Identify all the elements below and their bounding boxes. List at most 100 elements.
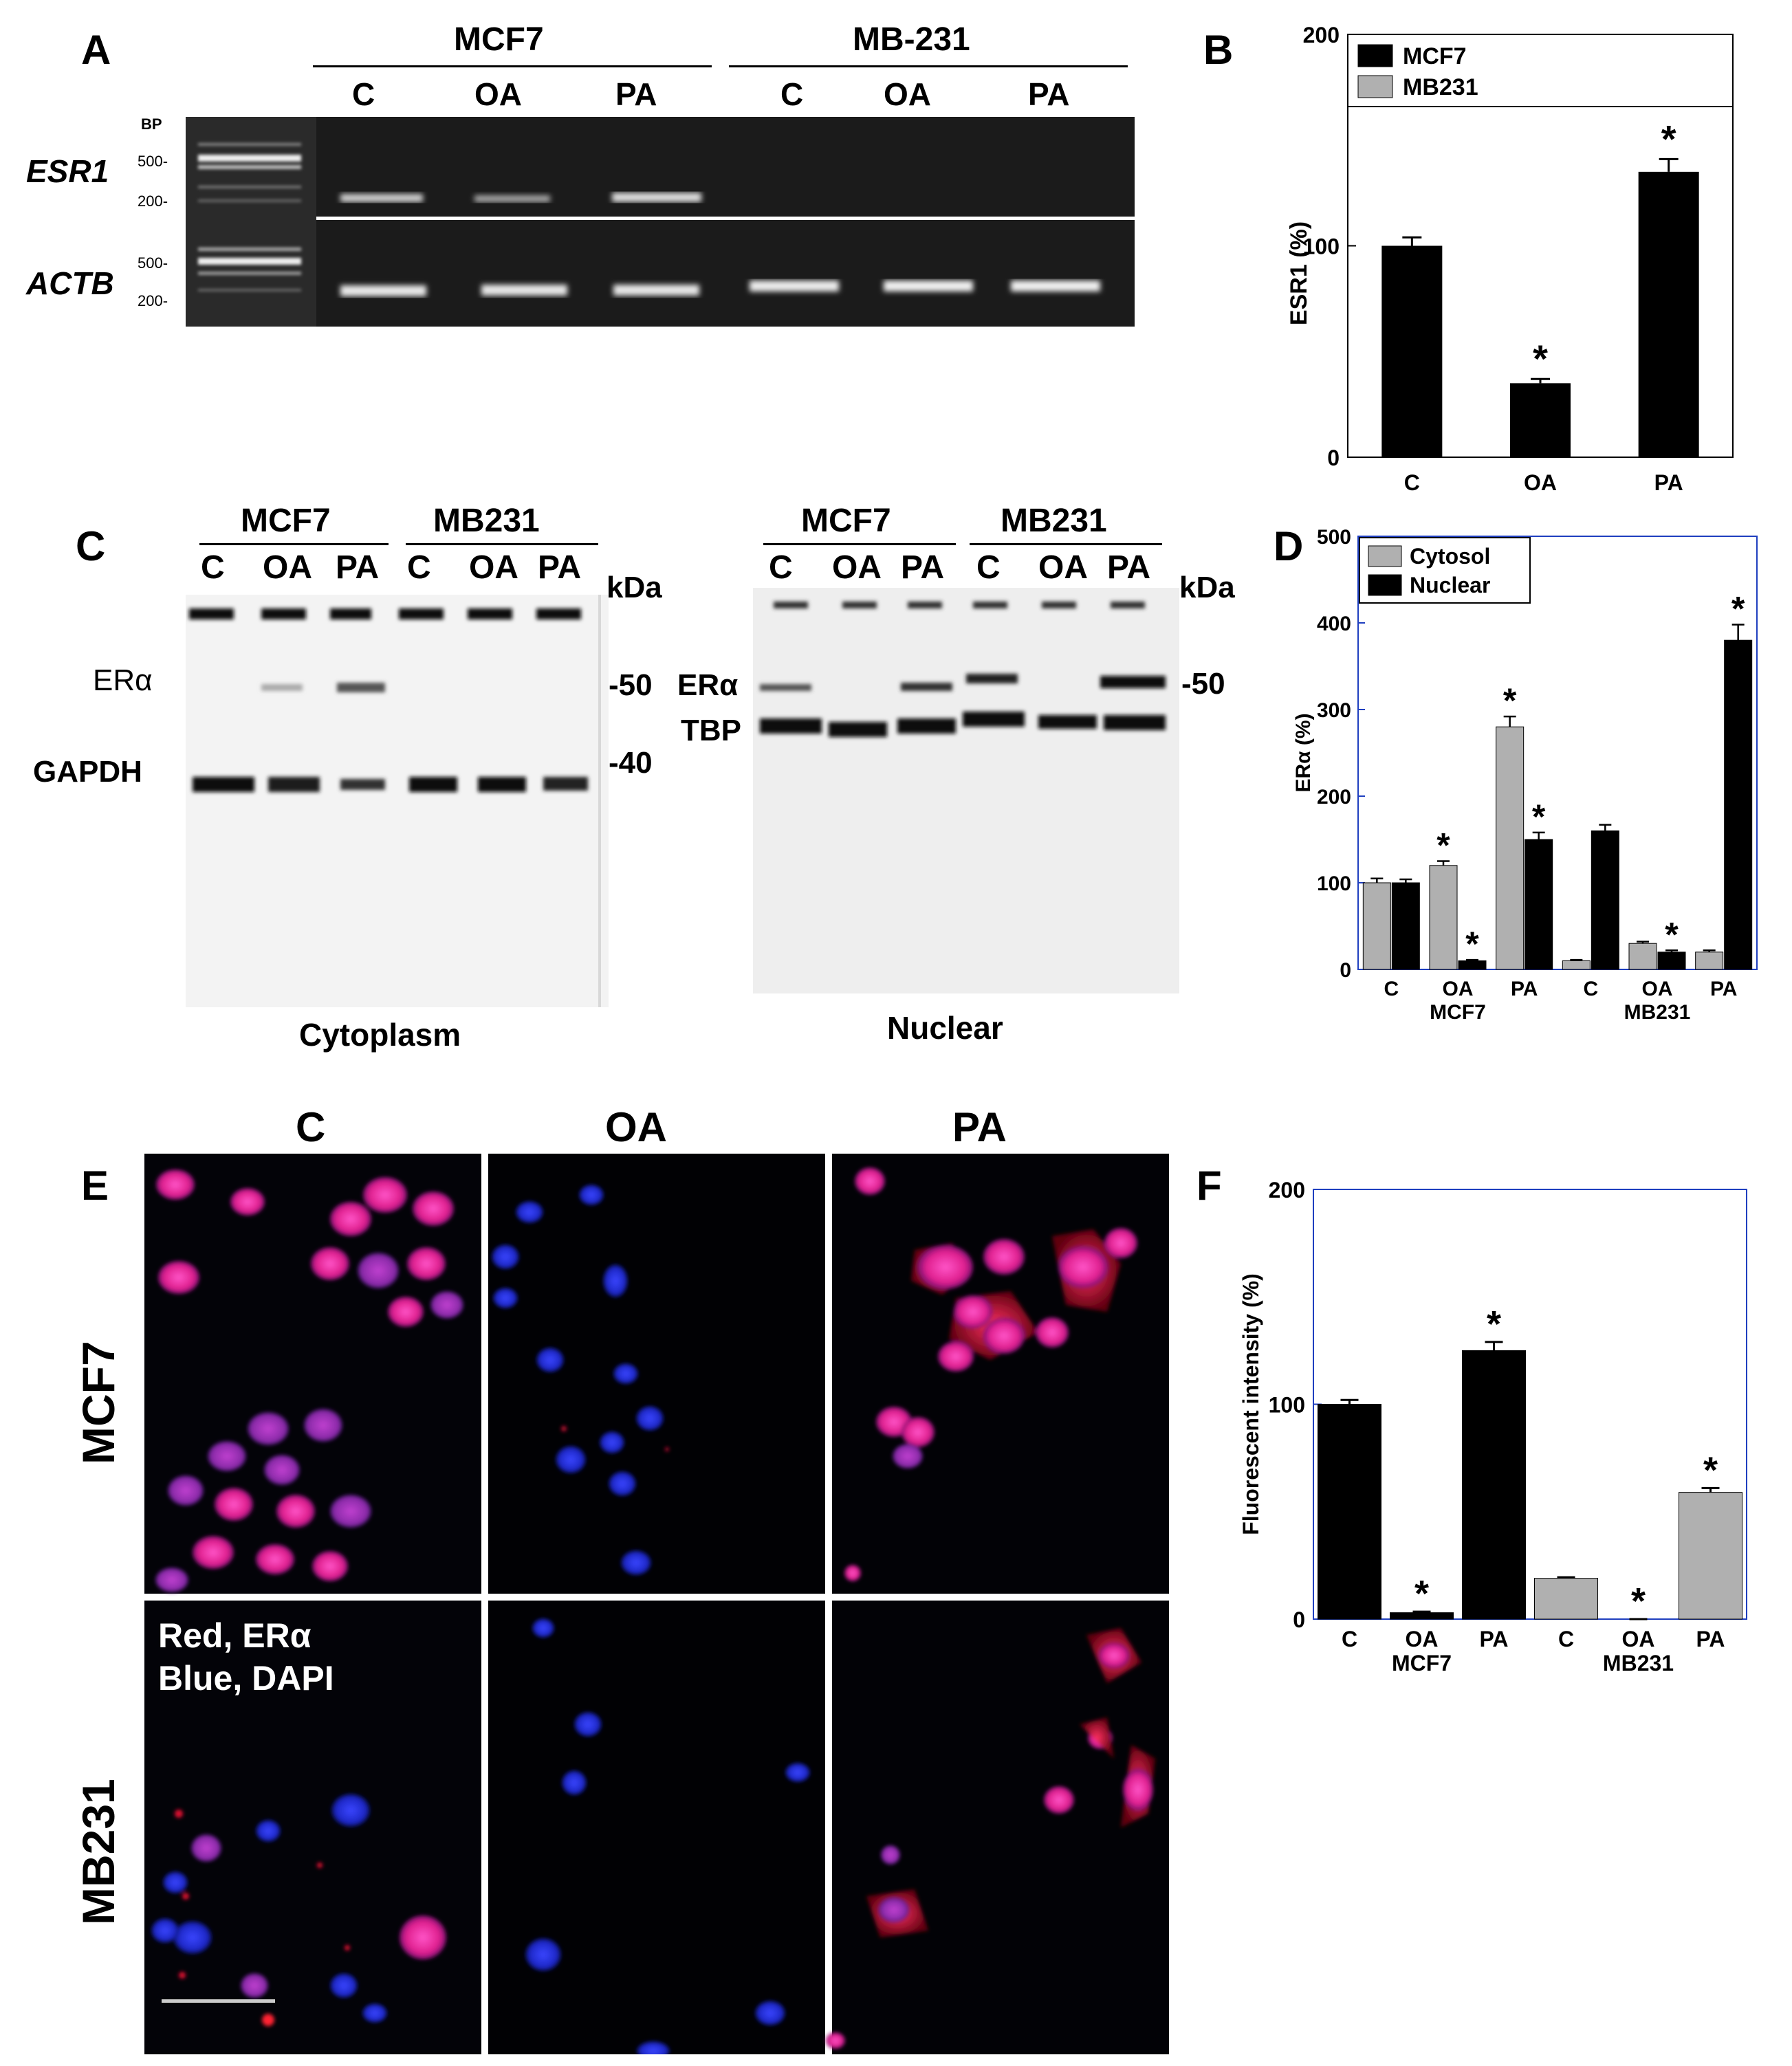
blot-group-mcf7: MCF7 bbox=[801, 503, 891, 539]
group-underline bbox=[313, 65, 712, 67]
x-tick-label: C bbox=[1384, 978, 1399, 1000]
lane-label: OA bbox=[469, 549, 518, 586]
y-tick-label: 0 bbox=[1293, 1607, 1305, 1632]
bar bbox=[1362, 882, 1391, 970]
y-axis-label: ERα (%) bbox=[1292, 713, 1315, 792]
row-label-mcf7: MCF7 bbox=[73, 1341, 124, 1464]
marker-50: -50 bbox=[1181, 667, 1225, 701]
gene-label-actb: ACTB bbox=[26, 265, 114, 301]
legend-label: Nuclear bbox=[1410, 573, 1490, 597]
y-tick-label: 100 bbox=[1269, 1393, 1305, 1418]
panel-c: MCF7 MB231 C OA PA C OA PA kDa ERα GAPDH… bbox=[0, 495, 1272, 1066]
lane-label: C bbox=[352, 76, 375, 112]
band-label-gapdh: GAPDH bbox=[33, 755, 142, 789]
ladder-mark: 500- bbox=[138, 153, 168, 170]
micrograph-grid bbox=[144, 1154, 1169, 2054]
legend-label: MB231 bbox=[1403, 74, 1478, 100]
band-label-era: ERα bbox=[93, 663, 153, 697]
lane-label: PA bbox=[615, 76, 657, 112]
x-tick-label: C bbox=[1583, 978, 1598, 1000]
y-tick-label: 0 bbox=[1327, 446, 1340, 470]
legend-label: MCF7 bbox=[1403, 43, 1467, 69]
group-underline bbox=[406, 543, 598, 545]
chart-b: 0 100 200 ESR1 (%) C * OA * PA MCF7 MB231 bbox=[1286, 23, 1734, 495]
x-tick-label: OA bbox=[1622, 1627, 1655, 1651]
band-label-era: ERα bbox=[677, 668, 739, 702]
y-tick-label: 400 bbox=[1317, 613, 1351, 635]
panel-letter-d: D bbox=[1274, 523, 1304, 569]
significance-mark: * bbox=[1665, 915, 1679, 954]
group-label: MB231 bbox=[1624, 1001, 1691, 1024]
blot-group-mcf7: MCF7 bbox=[241, 503, 331, 539]
y-tick-label: 200 bbox=[1269, 1178, 1305, 1202]
panel-e: C OA PA MCF7 MB231 bbox=[0, 1093, 1197, 2063]
blot-group-mb231: MB231 bbox=[1001, 503, 1107, 539]
lane-label: OA bbox=[1038, 549, 1088, 586]
significance-mark: * bbox=[1465, 925, 1479, 963]
lane-label: C bbox=[780, 76, 804, 112]
row-label-mb231: MB231 bbox=[73, 1779, 124, 1925]
bar bbox=[1638, 171, 1699, 457]
x-tick-label: C bbox=[1342, 1627, 1357, 1651]
significance-mark: * bbox=[1414, 1573, 1429, 1614]
kda-label: kDa bbox=[1179, 571, 1235, 604]
bar bbox=[1534, 1578, 1598, 1620]
lane-label: C bbox=[976, 549, 1001, 586]
blot-nuclear bbox=[753, 588, 1179, 993]
legend-swatch bbox=[1368, 574, 1402, 596]
ladder-mark: 200- bbox=[138, 193, 168, 210]
y-tick-label: 500 bbox=[1317, 526, 1351, 549]
x-tick-label: OA bbox=[1524, 470, 1557, 495]
lane-label: PA bbox=[336, 549, 380, 586]
significance-mark: * bbox=[1436, 826, 1450, 865]
y-tick-label: 100 bbox=[1303, 234, 1340, 259]
panel-letter-b: B bbox=[1203, 27, 1234, 73]
marker-40: -40 bbox=[609, 746, 653, 780]
panel-a: MCF7 MB-231 C OA PA C OA PA BP 500- 200-… bbox=[0, 0, 1169, 344]
lane-label: PA bbox=[1028, 76, 1070, 112]
legend-label: Cytosol bbox=[1410, 544, 1490, 569]
column-label-pa: PA bbox=[952, 1104, 1007, 1150]
bar bbox=[1562, 960, 1591, 970]
x-tick-label: PA bbox=[1710, 978, 1737, 1000]
lane-label: OA bbox=[263, 549, 312, 586]
chart-d: 0 100 200 300 400 500 ERα (%) * * * * * * C OA PA C OA PA M… bbox=[1292, 526, 1758, 1024]
bar bbox=[1591, 830, 1619, 970]
y-axis-label: ESR1 (%) bbox=[1286, 221, 1312, 325]
group-label: MCF7 bbox=[1392, 1651, 1452, 1675]
group-label-mcf7: MCF7 bbox=[454, 21, 544, 58]
plot-frame bbox=[1357, 536, 1758, 970]
lane-label: PA bbox=[1107, 549, 1151, 586]
lane-label: OA bbox=[884, 76, 931, 112]
blot-group-mb231: MB231 bbox=[433, 503, 540, 539]
x-tick-label: PA bbox=[1511, 978, 1538, 1000]
column-label-oa: OA bbox=[605, 1104, 667, 1150]
legend-swatch bbox=[1357, 44, 1393, 67]
panel-letter-a: A bbox=[81, 27, 111, 73]
ladder-mark: 500- bbox=[138, 254, 168, 272]
scale-bar bbox=[162, 1999, 275, 2003]
stain-legend: Red, ERα Blue, DAPI bbox=[158, 1614, 334, 1700]
gel-image bbox=[186, 117, 1135, 327]
significance-mark: * bbox=[1631, 1581, 1646, 1622]
group-underline bbox=[763, 543, 956, 545]
column-label-c: C bbox=[296, 1104, 326, 1150]
significance-mark: * bbox=[1532, 798, 1546, 836]
lane-label: C bbox=[407, 549, 431, 586]
significance-mark: * bbox=[1503, 681, 1517, 720]
x-tick-label: OA bbox=[1406, 1627, 1439, 1651]
bar bbox=[1695, 952, 1724, 970]
panel-letter-f: F bbox=[1197, 1163, 1222, 1209]
bar bbox=[1510, 383, 1571, 457]
lane-label: OA bbox=[832, 549, 882, 586]
bar bbox=[1525, 839, 1553, 970]
bar bbox=[1724, 639, 1753, 970]
caption-nuclear: Nuclear bbox=[887, 1010, 1003, 1046]
stain-legend-red: Red, ERα bbox=[158, 1616, 312, 1655]
stain-legend-blue: Blue, DAPI bbox=[158, 1659, 334, 1697]
group-label: MCF7 bbox=[1430, 1001, 1486, 1024]
significance-mark: * bbox=[1661, 117, 1676, 160]
bar bbox=[1381, 245, 1443, 457]
x-tick-label: PA bbox=[1479, 1627, 1508, 1651]
group-underline bbox=[729, 65, 1128, 67]
